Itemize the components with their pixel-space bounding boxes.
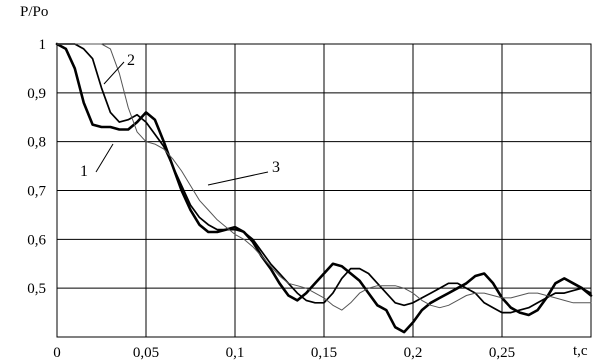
annotation-leader-2	[103, 61, 125, 85]
y-tick-label: 1	[39, 37, 47, 53]
tick-labels: 0 0,05 0,1 0,15 0,2 0,25 1 0,9 0,8 0,7 0,6 0,5	[27, 37, 515, 361]
y-tick-label: 0,6	[27, 232, 46, 248]
y-tick-label: 0,8	[27, 135, 46, 151]
x-tick-label: 0,25	[489, 345, 515, 361]
y-tick-label: 0,7	[27, 184, 46, 200]
series-group	[55, 42, 593, 334]
x-tick-label: 0,15	[311, 345, 337, 361]
x-axis-title: t,c	[573, 343, 588, 359]
annotation-label-1: 1	[80, 163, 88, 180]
x-tick-label: 0,05	[133, 345, 159, 361]
annotation-leader-1	[95, 143, 114, 173]
series-line-3	[56, 43, 592, 311]
y-axis-title: P/Po	[20, 4, 48, 20]
series-line-2	[56, 43, 592, 314]
annotations: 1 2 3	[80, 52, 280, 186]
x-tick-label: 0,2	[404, 345, 423, 361]
annotation-leader-3	[207, 171, 269, 186]
y-tick-label: 0,5	[27, 281, 46, 297]
x-tick-label: 0	[53, 345, 61, 361]
annotation-label-2: 2	[127, 52, 135, 69]
grid	[56, 43, 592, 338]
annotation-label-3: 3	[272, 159, 280, 176]
y-tick-label: 0,9	[27, 86, 46, 102]
x-tick-label: 0,1	[226, 345, 245, 361]
